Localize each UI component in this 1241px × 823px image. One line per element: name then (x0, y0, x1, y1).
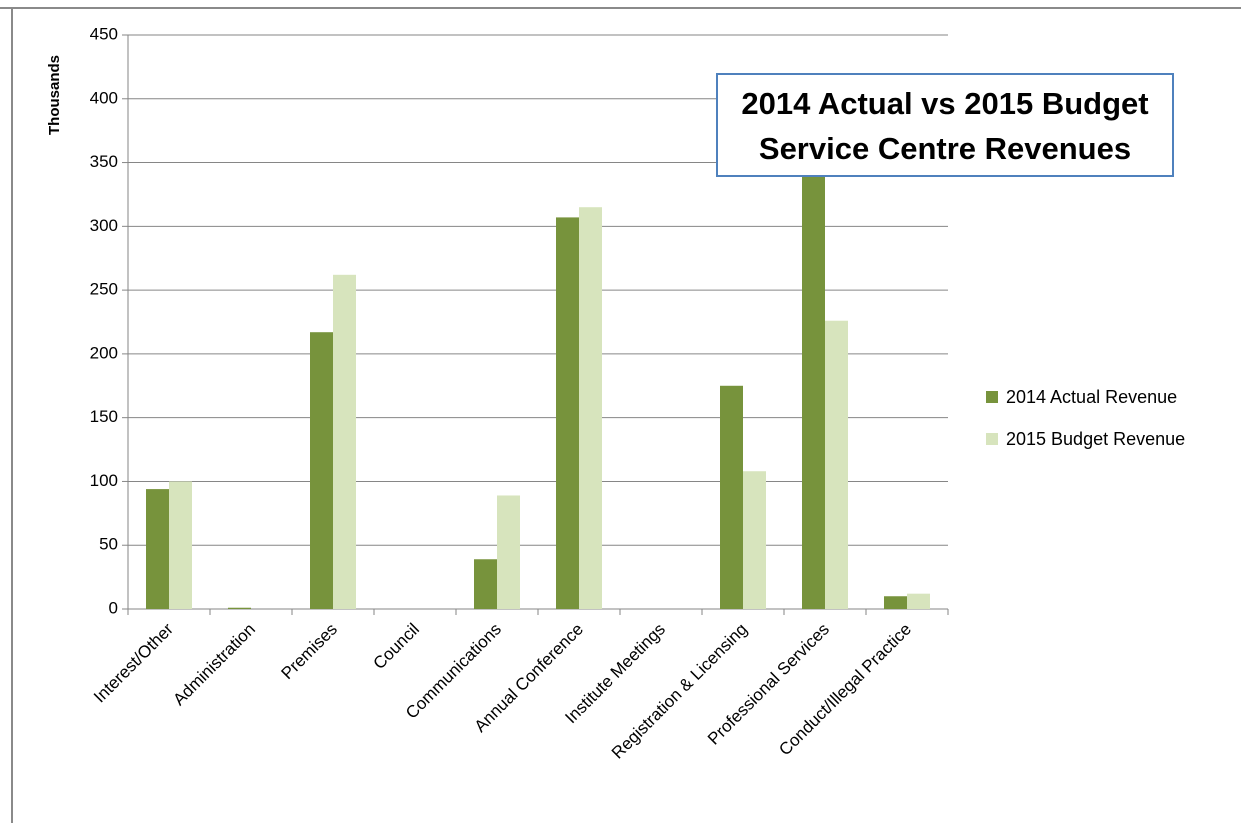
legend-label-budget: 2015 Budget Revenue (1006, 429, 1185, 449)
y-axis-title: Thousands (46, 55, 63, 135)
legend-label-actual: 2014 Actual Revenue (1006, 387, 1177, 407)
y-tick-label: 50 (99, 535, 118, 554)
bar-budget (169, 481, 192, 609)
chart-title-line-2: Service Centre Revenues (759, 131, 1131, 166)
bar-actual (802, 175, 825, 610)
y-tick-label: 100 (90, 471, 118, 490)
x-tick-label: Registration & Licensing (608, 620, 751, 763)
x-tick-label: Council (369, 620, 423, 674)
bars (146, 175, 930, 610)
y-tick-label: 300 (90, 216, 118, 235)
y-tick-label: 400 (90, 88, 118, 107)
y-tick-label: 150 (90, 407, 118, 426)
bar-actual (310, 332, 333, 609)
legend-swatch-actual (986, 391, 998, 403)
legend-swatch-budget (986, 433, 998, 445)
bar-budget (907, 593, 930, 609)
bar-actual (720, 385, 743, 609)
bar-budget (825, 320, 848, 609)
legend: 2014 Actual Revenue 2015 Budget Revenue (986, 387, 1185, 449)
bar-budget (579, 207, 602, 609)
chart-title-box: 2014 Actual vs 2015 Budget Service Centr… (716, 73, 1174, 177)
x-tick-label: Conduct/Illegal Practice (775, 620, 915, 760)
y-tick-label: 200 (90, 343, 118, 362)
bar-budget (743, 471, 766, 609)
bar-actual (146, 489, 169, 609)
bar-actual (228, 607, 251, 609)
y-tick-label: 450 (90, 24, 118, 43)
y-tick-label: 350 (90, 152, 118, 171)
x-tick-label: Interest/Other (90, 619, 177, 706)
bar-actual (474, 559, 497, 609)
x-tick-label: Administration (169, 620, 259, 710)
bar-actual (884, 596, 907, 609)
y-tick-label: 250 (90, 280, 118, 299)
bar-budget (333, 274, 356, 609)
bar-budget (497, 495, 520, 609)
title-box-border (716, 73, 1174, 177)
chart-title-line-1: 2014 Actual vs 2015 Budget (741, 86, 1148, 121)
x-tick-label: Premises (277, 620, 341, 684)
bar-actual (556, 217, 579, 609)
y-tick-labels: 0 50 100 150 200 250 300 350 400 450 (90, 24, 118, 617)
y-tick-label: 0 (109, 598, 118, 617)
